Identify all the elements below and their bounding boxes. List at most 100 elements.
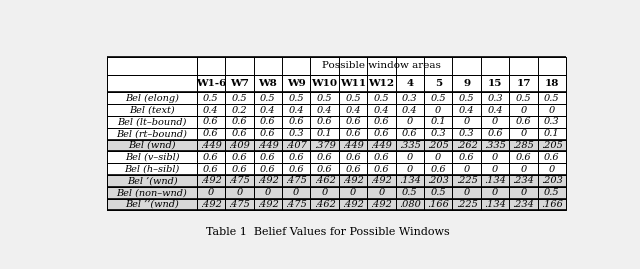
Text: W1-6: W1-6 (196, 79, 226, 88)
Text: 0.4: 0.4 (487, 106, 503, 115)
Bar (452, 128, 481, 140)
Bar (108, 199, 196, 210)
Text: 0.6: 0.6 (232, 129, 247, 138)
Text: 0.6: 0.6 (345, 165, 361, 174)
Text: .335: .335 (399, 141, 420, 150)
Text: Bel (text): Bel (text) (129, 106, 175, 115)
Bar (310, 175, 339, 187)
Text: .134: .134 (399, 176, 420, 185)
Bar (339, 187, 367, 199)
Text: 0.6: 0.6 (203, 117, 219, 126)
Text: 0.4: 0.4 (402, 106, 418, 115)
Bar (396, 116, 424, 128)
Bar (396, 75, 424, 92)
Bar (282, 75, 310, 92)
Bar (108, 175, 196, 187)
Text: .234: .234 (513, 200, 534, 209)
Bar (509, 75, 538, 92)
Bar (538, 151, 566, 163)
Text: 0.6: 0.6 (203, 165, 219, 174)
Bar (310, 151, 339, 163)
Text: .492: .492 (342, 176, 364, 185)
Bar (481, 199, 509, 210)
Text: .335: .335 (484, 141, 506, 150)
Bar (310, 128, 339, 140)
Text: 0: 0 (265, 188, 271, 197)
Text: 0.5: 0.5 (516, 94, 531, 103)
Bar (339, 151, 367, 163)
Text: 0.6: 0.6 (487, 129, 503, 138)
Text: 18: 18 (545, 79, 559, 88)
Bar (108, 92, 196, 104)
Bar (108, 151, 196, 163)
Bar (196, 163, 225, 175)
Bar (225, 104, 253, 116)
Text: .492: .492 (257, 176, 278, 185)
Text: 0: 0 (406, 153, 413, 162)
Text: .475: .475 (285, 176, 307, 185)
Text: 0: 0 (293, 188, 300, 197)
Bar (481, 116, 509, 128)
Text: 0.3: 0.3 (544, 117, 560, 126)
Bar (225, 151, 253, 163)
Bar (339, 140, 367, 151)
Bar (282, 116, 310, 128)
Text: 0.3: 0.3 (402, 94, 418, 103)
Text: .203: .203 (428, 176, 449, 185)
Bar (253, 116, 282, 128)
Bar (367, 199, 396, 210)
Text: W8: W8 (259, 79, 277, 88)
Bar (253, 128, 282, 140)
Bar (396, 187, 424, 199)
Text: .407: .407 (285, 141, 307, 150)
Text: 0: 0 (520, 129, 527, 138)
Bar (282, 104, 310, 116)
Bar (509, 104, 538, 116)
Bar (509, 92, 538, 104)
Bar (225, 116, 253, 128)
Bar (396, 163, 424, 175)
Text: 0: 0 (548, 106, 555, 115)
Bar (253, 92, 282, 104)
Bar (339, 163, 367, 175)
Text: W12: W12 (369, 79, 394, 88)
Bar (424, 151, 452, 163)
Bar (108, 140, 196, 151)
Bar (367, 140, 396, 151)
Text: 0.6: 0.6 (516, 153, 531, 162)
Bar (108, 75, 196, 92)
Bar (424, 104, 452, 116)
Bar (481, 163, 509, 175)
Text: .475: .475 (285, 200, 307, 209)
Text: Bel (lt–bound): Bel (lt–bound) (117, 117, 187, 126)
Text: Table 1  Belief Values for Possible Windows: Table 1 Belief Values for Possible Windo… (206, 227, 450, 237)
Bar (424, 187, 452, 199)
Bar (424, 128, 452, 140)
Text: 0.5: 0.5 (431, 94, 446, 103)
Bar (452, 92, 481, 104)
Text: 0.6: 0.6 (374, 117, 389, 126)
Text: 0: 0 (406, 117, 413, 126)
Bar (196, 175, 225, 187)
Bar (509, 116, 538, 128)
Text: .475: .475 (228, 176, 250, 185)
Bar (367, 116, 396, 128)
Text: .234: .234 (513, 176, 534, 185)
Text: .225: .225 (456, 200, 477, 209)
Text: 0.5: 0.5 (544, 188, 560, 197)
Text: 0.6: 0.6 (459, 153, 474, 162)
Bar (253, 187, 282, 199)
Text: .285: .285 (513, 141, 534, 150)
Text: .492: .492 (200, 176, 222, 185)
Text: 0: 0 (208, 188, 214, 197)
Text: 0: 0 (321, 188, 328, 197)
Bar (108, 163, 196, 175)
Bar (310, 140, 339, 151)
Text: 0.5: 0.5 (374, 94, 389, 103)
Text: 0: 0 (520, 188, 527, 197)
Bar (196, 199, 225, 210)
Text: 0.5: 0.5 (544, 94, 560, 103)
Text: 0.6: 0.6 (317, 165, 332, 174)
Text: .379: .379 (314, 141, 335, 150)
Bar (452, 140, 481, 151)
